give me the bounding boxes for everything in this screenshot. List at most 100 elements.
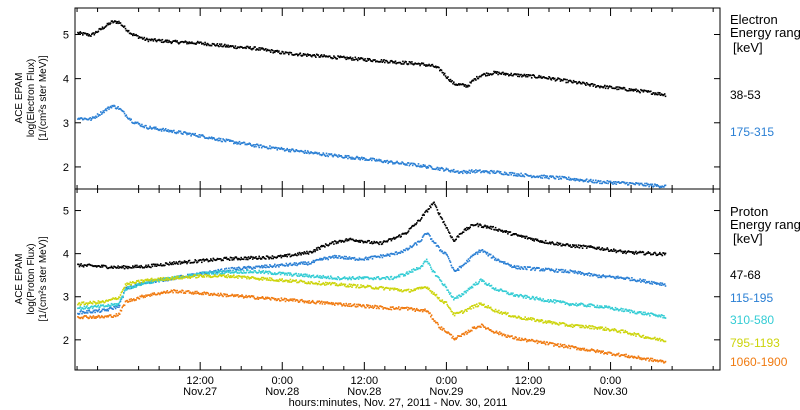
electron-data-point <box>315 151 318 154</box>
electron-data-point <box>442 168 444 170</box>
proton-data-point <box>569 324 572 326</box>
proton-data-point <box>179 277 182 280</box>
proton-data-point <box>388 308 390 311</box>
proton-data-point <box>453 338 455 340</box>
electron-data-point <box>642 184 645 187</box>
proton-data-point <box>143 280 146 283</box>
proton-data-point <box>483 303 485 306</box>
proton-data-point <box>95 306 98 308</box>
proton-data-point <box>256 296 259 299</box>
proton-data-point <box>218 271 220 274</box>
proton-data-point <box>303 280 306 283</box>
proton-data-point <box>430 203 433 206</box>
proton-data-point <box>525 319 527 321</box>
proton-data-point <box>136 280 138 282</box>
proton-data-point <box>366 286 368 288</box>
electron-data-point <box>196 40 199 43</box>
proton-data-point <box>129 287 132 290</box>
proton-data-point <box>288 274 291 276</box>
proton-data-point <box>470 308 472 310</box>
proton-data-point <box>127 267 129 270</box>
proton-data-point <box>387 276 389 279</box>
proton-data-point <box>324 284 326 286</box>
electron-data-point <box>348 156 351 159</box>
proton-data-point <box>599 306 602 309</box>
proton-data-point <box>608 274 611 277</box>
electron-data-point <box>378 158 380 161</box>
proton-data-point <box>613 248 615 250</box>
proton-data-point <box>382 308 384 310</box>
proton-data-point <box>108 305 110 307</box>
electron-data-point <box>202 135 205 137</box>
proton-data-point <box>645 253 647 255</box>
proton-data-point <box>289 262 292 265</box>
electron-data-point <box>605 182 608 184</box>
proton-data-point <box>241 294 243 296</box>
proton-data-point <box>626 331 628 333</box>
proton-data-point <box>431 270 434 273</box>
electron-data-point <box>164 128 167 130</box>
proton-data-point <box>254 267 256 269</box>
electron-data-point <box>168 130 170 133</box>
proton-data-point <box>288 281 291 283</box>
electron-data-point <box>463 85 466 87</box>
proton-data-point <box>211 272 214 275</box>
proton-data-point <box>129 300 132 303</box>
proton-data-point <box>600 276 603 279</box>
electron-data-point <box>457 84 459 86</box>
proton-data-point <box>83 315 86 317</box>
proton-data-point <box>416 267 418 269</box>
proton-data-point <box>307 302 310 304</box>
proton-data-point <box>426 286 429 289</box>
proton-data-point <box>469 226 471 228</box>
proton-data-point <box>535 238 537 240</box>
proton-data-point <box>407 231 409 234</box>
proton-data-point <box>518 267 521 269</box>
proton-data-point <box>471 286 474 289</box>
proton-data-point <box>283 272 285 274</box>
proton-data-point <box>324 303 326 305</box>
proton-data-point <box>160 291 163 294</box>
proton-data-point <box>568 304 571 307</box>
proton-data-point <box>336 278 338 281</box>
proton-data-point <box>297 273 300 275</box>
proton-data-point <box>447 289 449 291</box>
electron-data-point <box>496 71 499 73</box>
proton-data-point <box>318 247 320 249</box>
electron-data-point <box>617 181 619 184</box>
proton-data-point <box>389 308 391 310</box>
proton-data-point <box>86 316 89 319</box>
proton-data-point <box>448 291 450 293</box>
proton-data-point <box>366 258 368 261</box>
proton-data-point <box>122 295 124 297</box>
proton-data-point <box>462 312 464 314</box>
electron-data-point <box>260 146 263 149</box>
proton-data-point <box>150 294 153 297</box>
proton-data-point <box>119 298 122 301</box>
electron-data-point <box>268 147 270 150</box>
proton-data-point <box>368 285 370 287</box>
proton-data-point <box>107 315 109 318</box>
proton-data-point <box>477 251 480 253</box>
proton-data-point <box>385 255 388 257</box>
proton-data-point <box>293 279 296 282</box>
electron-data-point <box>483 171 485 174</box>
proton-data-point <box>530 317 532 319</box>
proton-data-point <box>237 272 239 274</box>
proton-data-point <box>550 268 553 270</box>
proton-ylabel-line-3: [1/(cm²s ster MeV)] <box>38 236 49 321</box>
electron-data-point <box>167 129 169 131</box>
proton-data-point <box>526 296 529 298</box>
proton-data-point <box>343 255 346 258</box>
proton-data-point <box>513 294 516 296</box>
proton-data-point <box>201 292 204 294</box>
electron-data-point <box>554 80 557 82</box>
electron-data-point <box>621 87 623 89</box>
electron-data-point <box>133 122 136 125</box>
electron-data-point <box>470 82 472 84</box>
electron-data-point <box>329 153 331 156</box>
proton-data-point <box>201 261 203 264</box>
proton-data-point <box>452 238 454 241</box>
proton-data-point <box>625 252 627 255</box>
proton-data-point <box>266 277 269 280</box>
